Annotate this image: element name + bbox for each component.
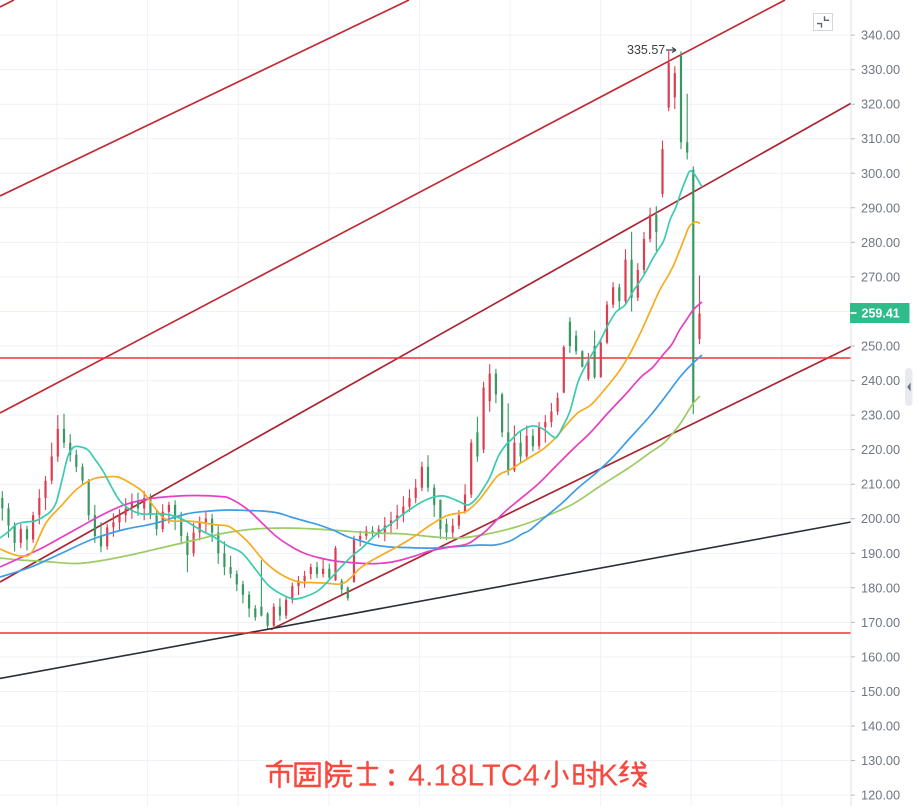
svg-text:190.00: 190.00 [861, 546, 900, 561]
svg-text:335.57: 335.57 [627, 43, 665, 57]
svg-text:120.00: 120.00 [861, 788, 900, 803]
svg-text:130.00: 130.00 [861, 753, 900, 768]
svg-text:250.00: 250.00 [861, 339, 900, 354]
svg-text:270.00: 270.00 [861, 269, 900, 284]
svg-text:300.00: 300.00 [861, 166, 900, 181]
svg-text:150.00: 150.00 [861, 684, 900, 699]
svg-text:259.41: 259.41 [862, 307, 900, 321]
svg-text:290.00: 290.00 [861, 200, 900, 215]
svg-text:140.00: 140.00 [861, 719, 900, 734]
svg-text:340.00: 340.00 [861, 28, 900, 43]
svg-text:210.00: 210.00 [861, 477, 900, 492]
svg-text:4.18LTC4: 4.18LTC4 [408, 759, 540, 793]
svg-text:310.00: 310.00 [861, 131, 900, 146]
svg-text:180.00: 180.00 [861, 580, 900, 595]
svg-text:280.00: 280.00 [861, 235, 900, 250]
svg-text:240.00: 240.00 [861, 373, 900, 388]
svg-text:160.00: 160.00 [861, 649, 900, 664]
svg-text:170.00: 170.00 [861, 615, 900, 630]
svg-text:330.00: 330.00 [861, 62, 900, 77]
svg-text:230.00: 230.00 [861, 408, 900, 423]
svg-text:320.00: 320.00 [861, 97, 900, 112]
svg-text:K: K [598, 759, 618, 793]
svg-text:200.00: 200.00 [861, 511, 900, 526]
svg-text:220.00: 220.00 [861, 442, 900, 457]
